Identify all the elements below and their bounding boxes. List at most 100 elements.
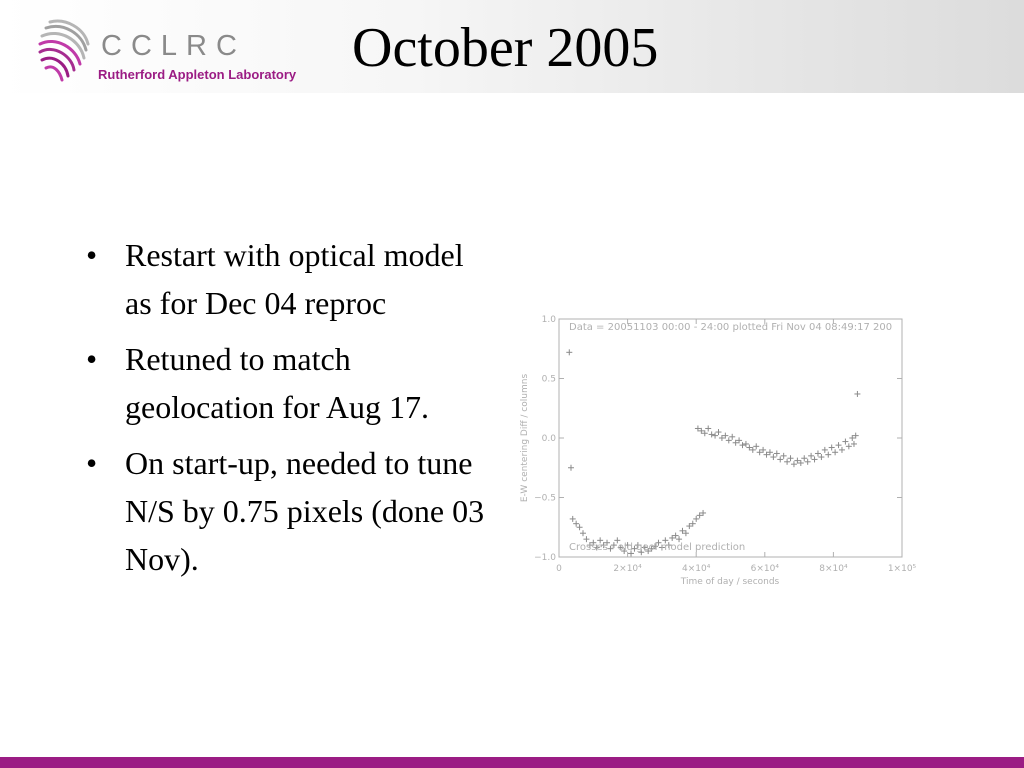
data-point (665, 542, 672, 549)
bullet-dot: • (86, 237, 98, 273)
swirl-logo-icon (38, 19, 90, 82)
data-point (725, 437, 732, 444)
data-point (838, 446, 845, 453)
data-point (790, 461, 797, 468)
data-point (742, 440, 749, 447)
bullet-text: Retuned to match geolocation for Aug 17. (125, 341, 429, 425)
data-point (814, 450, 821, 457)
data-point (832, 449, 839, 456)
chart-title: Data = 20051103 00:00 - 24:00 plotted Fr… (569, 322, 892, 333)
cclrc-logo: CCLRC Rutherford Appleton Laboratory (36, 14, 296, 86)
data-point (811, 456, 818, 463)
y-tick-label: 1.0 (542, 315, 557, 325)
data-point (701, 430, 708, 437)
data-point (708, 431, 715, 438)
data-point (569, 515, 576, 522)
data-point (700, 509, 707, 516)
data-point (780, 452, 787, 459)
data-point (624, 542, 631, 549)
data-point (638, 549, 645, 556)
data-point (801, 455, 808, 462)
data-point (573, 520, 580, 527)
data-point (763, 451, 770, 458)
data-point (729, 433, 736, 440)
data-point (672, 532, 679, 539)
data-point (718, 435, 725, 441)
data-point (662, 537, 669, 544)
chart-annotation: Crosses - old geol model prediction (569, 542, 745, 553)
data-point (617, 544, 624, 551)
data-point (722, 432, 729, 439)
x-tick-label: 0 (556, 564, 562, 574)
data-point (736, 437, 743, 444)
bullet-dot: • (86, 445, 98, 481)
y-tick-label: −1.0 (534, 553, 556, 563)
data-point (842, 438, 849, 445)
data-point (821, 446, 828, 453)
data-point (607, 545, 614, 552)
data-point (634, 542, 641, 549)
data-point (586, 542, 593, 549)
data-point (645, 548, 652, 555)
bullet-dot: • (86, 341, 98, 377)
data-point (576, 524, 583, 531)
data-point (631, 545, 638, 552)
logo-subtitle: Rutherford Appleton Laboratory (98, 67, 297, 82)
data-point (749, 446, 756, 453)
data-point (828, 444, 835, 451)
data-point (658, 544, 665, 551)
x-tick-label: 6×10⁴ (751, 564, 780, 574)
data-point (696, 512, 703, 519)
data-point (787, 455, 794, 462)
data-point (597, 537, 604, 544)
data-point (797, 459, 804, 466)
data-point (773, 450, 780, 457)
data-point (845, 443, 852, 450)
data-point (732, 439, 739, 446)
data-point (698, 427, 705, 434)
data-point (621, 548, 628, 555)
x-tick-label: 2×10⁴ (613, 564, 642, 574)
data-point (746, 444, 753, 451)
data-point (760, 446, 767, 453)
data-point (852, 432, 859, 439)
data-point (600, 542, 607, 549)
data-point (655, 539, 662, 546)
data-point (756, 449, 763, 456)
data-point (686, 523, 693, 530)
data-point (580, 530, 587, 537)
data-point (610, 542, 617, 549)
y-tick-label: 0.0 (542, 434, 557, 444)
data-point (705, 425, 712, 432)
data-point (693, 515, 700, 522)
slide-title: October 2005 (352, 17, 659, 79)
data-point (835, 442, 842, 449)
data-point (739, 442, 746, 449)
data-point (628, 550, 635, 557)
data-point (850, 440, 857, 447)
y-axis-label: E-W centering Diff / columns (520, 374, 530, 503)
data-point (715, 429, 722, 436)
data-point (808, 452, 815, 459)
data-point (689, 520, 696, 527)
data-point (676, 536, 683, 543)
data-point (777, 456, 784, 463)
data-point (682, 530, 689, 537)
data-point (679, 527, 686, 534)
scatter-chart: 0 2×10⁴ 4×10⁴ 6×10⁴ 8×10⁴ 1×10⁵ −1.0 −0.5 0.0 0.5… (520, 315, 917, 587)
x-axis-label: Time of day / seconds (680, 577, 780, 587)
data-point (712, 432, 719, 439)
data-point (593, 544, 600, 551)
data-point (854, 390, 861, 397)
slide-header: CCLRC Rutherford Appleton Laboratory Oct… (0, 0, 1024, 93)
bullet-text: Restart with optical model as for Dec 04… (125, 237, 464, 321)
data-point (590, 539, 597, 546)
x-tick-label: 4×10⁴ (682, 564, 711, 574)
data-point (694, 425, 701, 432)
data-point (753, 443, 760, 450)
data-point (770, 454, 777, 461)
data-point (583, 536, 590, 543)
data-point (825, 451, 832, 458)
x-tick-label: 8×10⁴ (819, 564, 848, 574)
data-point (604, 539, 611, 546)
